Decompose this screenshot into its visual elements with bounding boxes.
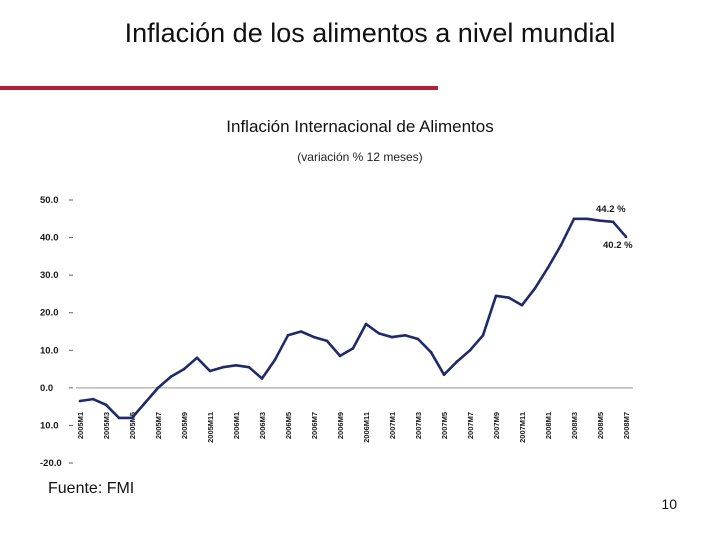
series-point [611, 220, 615, 224]
series-point [299, 330, 303, 333]
series-point [130, 416, 134, 420]
x-tick-label: 2008M3 [570, 412, 579, 439]
x-tick-label: 2005M5 [128, 412, 137, 439]
x-tick-label: 2005M1 [76, 412, 85, 439]
x-tick-label: 2006M11 [362, 412, 371, 443]
x-tick-label: 2007M9 [492, 412, 501, 439]
x-tick-label: 2007M5 [440, 412, 449, 439]
x-tick-label: 2005M7 [154, 412, 163, 439]
y-tick-label: 10.0 [40, 420, 59, 431]
y-tick-label: 30.0 [40, 270, 59, 281]
x-tick-label: 2006M5 [284, 412, 293, 439]
x-axis-ticks: 2005M1 2005M3 2005M5 2005M7 2005M9 2005M11 200… [76, 412, 631, 443]
series-point [117, 416, 121, 420]
series-point [273, 358, 277, 361]
y-tick-label: 50.0 [40, 195, 59, 206]
y-tick-label: 10.0 [40, 345, 59, 356]
series-point [78, 399, 82, 403]
series-point [91, 397, 95, 401]
series-point [338, 354, 342, 358]
x-tick-label: 2008M1 [544, 412, 553, 439]
series-point [494, 294, 498, 298]
title-underline [0, 86, 438, 90]
series-point [208, 369, 212, 373]
series-point [416, 337, 420, 341]
x-tick-label: 2006M7 [310, 412, 319, 439]
y-tick-label: 40.0 [40, 233, 59, 244]
series-points [78, 217, 628, 420]
series-point [325, 339, 329, 343]
annotation-peak: 44.2 % [596, 204, 626, 215]
series-point [377, 332, 381, 335]
x-tick-label: 2006M3 [258, 412, 267, 439]
series-point [247, 365, 251, 369]
series-point [169, 375, 173, 378]
chart-annotations: 44.2 % 40.2 % [596, 204, 633, 251]
page-number: 10 [661, 496, 677, 512]
series-point [260, 377, 264, 380]
series-point [195, 356, 199, 360]
x-tick-label: 2006M9 [336, 412, 345, 439]
series-point [403, 333, 407, 337]
x-tick-label: 2008M5 [596, 412, 605, 439]
series-point [455, 360, 459, 363]
x-tick-label: 2007M7 [466, 412, 475, 439]
series-point [546, 266, 550, 269]
series-point [221, 365, 225, 369]
x-tick-label: 2008M7 [622, 412, 631, 439]
series-point [598, 219, 602, 222]
slide-title: Inflación de los alimentos a nivel mundi… [124, 18, 616, 48]
series-point [182, 367, 186, 371]
chart-subtitle: (variación % 12 meses) [297, 150, 423, 164]
y-tick-label: -20.0 [40, 458, 62, 469]
x-tick-label: 2006M1 [232, 412, 241, 439]
series-point [143, 401, 147, 405]
chart-title: Inflación Internacional de Alimentos [226, 117, 494, 136]
series-point [234, 364, 238, 367]
series-point [481, 333, 485, 337]
annotation-last: 40.2 % [603, 240, 633, 251]
source-note: Fuente: FMI [48, 480, 135, 497]
x-tick-label: 2007M1 [388, 412, 397, 439]
series-point [156, 386, 160, 390]
x-tick-label: 2005M3 [102, 412, 111, 439]
series-point [429, 350, 433, 354]
series-point [533, 286, 537, 290]
x-tick-label: 2007M3 [414, 412, 423, 439]
series-point [520, 303, 524, 307]
x-tick-label: 2005M9 [180, 412, 189, 439]
series-point [559, 243, 563, 247]
series-point [351, 347, 355, 350]
series-point [312, 335, 316, 339]
y-axis-ticks: 50.0 40.0 30.0 20.0 10.0 0.0 10.0 -20.0 [40, 195, 73, 469]
x-tick-label: 2007M11 [518, 412, 527, 443]
series-point [104, 403, 108, 407]
y-tick-label: 20.0 [40, 308, 59, 319]
series-point [585, 217, 589, 221]
series-point [364, 322, 368, 326]
series-point [442, 373, 446, 377]
series-point [624, 235, 628, 239]
y-tick-label: 0.0 [40, 383, 53, 394]
series-point [468, 348, 472, 352]
series-point [507, 296, 511, 299]
series-point [286, 333, 290, 337]
series-point [390, 335, 394, 339]
x-tick-label: 2005M11 [206, 412, 215, 443]
series-point [572, 217, 576, 221]
